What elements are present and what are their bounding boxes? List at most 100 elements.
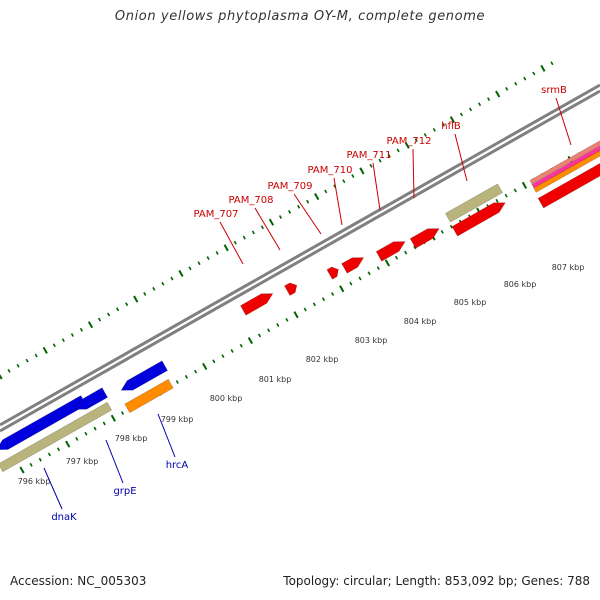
ruler-minor-tick bbox=[440, 229, 444, 234]
ruler-minor-tick bbox=[342, 179, 346, 184]
gene-arrow-pam708 bbox=[284, 282, 298, 296]
gene-label-forward: PAM_709 bbox=[268, 181, 313, 192]
ruler-major-tick bbox=[87, 321, 94, 329]
ruler-minor-tick bbox=[523, 76, 527, 81]
ruler-minor-tick bbox=[215, 251, 219, 255]
ruler-minor-tick bbox=[47, 452, 51, 457]
ruler-minor-tick bbox=[125, 302, 129, 307]
ruler-minor-tick bbox=[194, 369, 198, 374]
gene-label-forward: PAM_708 bbox=[229, 195, 274, 206]
ruler-major-tick bbox=[293, 311, 299, 319]
ruler-major-tick bbox=[495, 90, 501, 98]
ruler-minor-tick bbox=[297, 204, 301, 209]
ruler-label: 799 kbp bbox=[161, 415, 194, 424]
ruler-minor-tick bbox=[34, 353, 38, 358]
ruler-minor-tick bbox=[306, 199, 310, 204]
ruler-major-tick bbox=[247, 337, 253, 345]
ruler-minor-tick bbox=[324, 189, 328, 194]
ruler-minor-tick bbox=[233, 240, 237, 245]
ruler-minor-tick bbox=[79, 327, 83, 332]
ruler-minor-tick bbox=[97, 317, 102, 322]
ruler-minor-tick bbox=[102, 421, 106, 426]
ruler-minor-tick bbox=[287, 210, 292, 214]
ruler-minor-tick bbox=[116, 307, 120, 312]
ruler-minor-tick bbox=[321, 297, 326, 302]
ruler-minor-tick bbox=[349, 281, 353, 286]
ruler-minor-tick bbox=[387, 153, 391, 158]
ruler-minor-tick bbox=[495, 198, 499, 203]
ruler-major-tick bbox=[404, 141, 410, 149]
ruler-major-tick bbox=[19, 466, 25, 474]
ruler-minor-tick bbox=[170, 276, 174, 281]
ruler-major-tick bbox=[359, 167, 365, 175]
cds-box-hflb bbox=[444, 183, 504, 223]
ruler-minor-tick bbox=[107, 312, 111, 317]
ruler-minor-tick bbox=[278, 215, 283, 219]
ruler-minor-tick bbox=[423, 133, 427, 137]
ruler-label: 803 kbp bbox=[355, 336, 388, 345]
ruler-minor-tick bbox=[369, 163, 373, 168]
ruler-minor-tick bbox=[459, 112, 464, 117]
ruler-major-tick bbox=[223, 244, 229, 252]
ruler-label: 801 kbp bbox=[259, 375, 292, 384]
accession-text: Accession: NC_005303 bbox=[10, 574, 147, 588]
map-title: Onion yellows phytoplasma OY-M, complete… bbox=[114, 9, 486, 24]
ruler-labels: 796 kbp 797 kbp 798 kbp 799 kbp 800 kbp 801 k… bbox=[18, 263, 585, 486]
ruler-minor-tick bbox=[505, 86, 509, 91]
ruler-label: 807 kbp bbox=[552, 263, 585, 272]
genome-backbone bbox=[0, 83, 600, 433]
ruler-minor-tick bbox=[29, 462, 33, 467]
ruler-minor-tick bbox=[152, 286, 156, 291]
ruler-minor-tick bbox=[303, 307, 307, 312]
ruler-major-tick bbox=[339, 285, 345, 293]
ruler-major-tick bbox=[178, 269, 184, 277]
feature-bar-pink bbox=[531, 145, 600, 189]
ruler-minor-tick bbox=[251, 230, 255, 235]
ruler-minor-tick bbox=[175, 380, 179, 384]
ruler-minor-tick bbox=[331, 292, 335, 296]
leader-line bbox=[293, 193, 322, 235]
ruler-label: 804 kbp bbox=[404, 317, 437, 326]
ruler-label: 800 kbp bbox=[210, 394, 243, 403]
gene-arrow-hrca bbox=[120, 360, 168, 391]
ruler-minor-tick bbox=[532, 71, 536, 76]
ruler-minor-tick bbox=[52, 343, 56, 348]
gene-label-forward: hflB bbox=[441, 121, 461, 132]
ruler-minor-tick bbox=[449, 224, 453, 229]
ruler-minor-tick bbox=[514, 81, 518, 86]
ruler-major-tick bbox=[314, 193, 320, 201]
ruler-minor-tick bbox=[358, 276, 362, 281]
ruler-minor-tick bbox=[93, 426, 97, 431]
cds-box-dnak bbox=[0, 401, 113, 473]
ruler-major-tick bbox=[0, 373, 3, 380]
ruler-minor-tick bbox=[367, 271, 371, 276]
ruler-label: 797 kbp bbox=[66, 457, 99, 466]
leader-line bbox=[105, 439, 124, 484]
gene-label-reverse: dnaK bbox=[51, 512, 77, 523]
backbone-line-top bbox=[0, 83, 600, 427]
ruler-minor-tick bbox=[487, 97, 491, 102]
ruler-minor-tick bbox=[267, 328, 271, 333]
ruler-minor-tick bbox=[413, 245, 417, 250]
ruler-minor-tick bbox=[84, 431, 88, 436]
gene-label-reverse: grpE bbox=[113, 486, 136, 497]
ruler-minor-tick bbox=[550, 61, 554, 66]
leader-line bbox=[555, 97, 572, 146]
leader-line bbox=[454, 133, 468, 182]
ruler-minor-tick bbox=[285, 317, 289, 322]
ruler-minor-tick bbox=[120, 411, 125, 415]
ruler-minor-tick bbox=[239, 343, 243, 348]
leader-line bbox=[157, 413, 176, 458]
gene-labels: PAM_707 PAM_708 PAM_709 PAM_710 PAM_711 PAM_7… bbox=[51, 85, 567, 523]
ruler-minor-tick bbox=[477, 102, 482, 107]
feature-box-orange bbox=[124, 378, 174, 414]
ruler-label: 805 kbp bbox=[454, 298, 487, 307]
ruler-minor-tick bbox=[70, 333, 74, 337]
ruler-minor-tick bbox=[468, 107, 473, 112]
ruler-minor-tick bbox=[513, 188, 517, 193]
ruler-major-tick bbox=[268, 218, 275, 226]
ruler-minor-tick bbox=[56, 447, 61, 452]
ruler-label: 806 kbp bbox=[504, 280, 537, 289]
gene-label-forward: PAM_712 bbox=[387, 136, 432, 147]
ruler-major-tick bbox=[384, 259, 391, 267]
